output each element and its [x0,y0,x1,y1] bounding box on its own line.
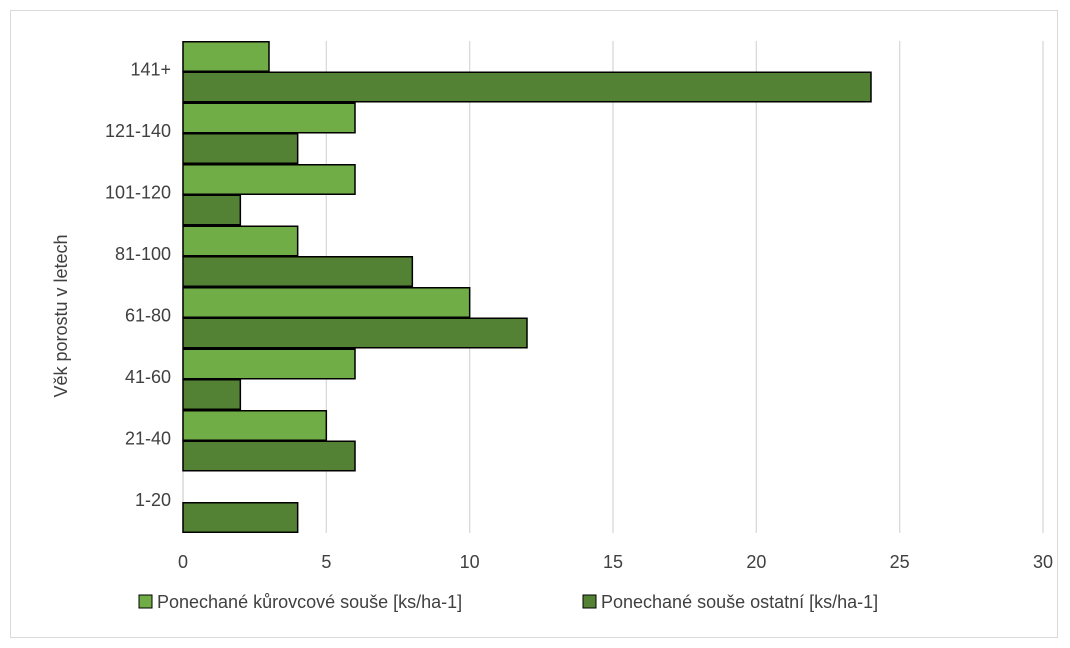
legend-swatch-series1 [138,594,153,609]
x-tick-label: 20 [746,552,766,572]
x-tick-label: 0 [178,552,188,572]
bar-series2-21-40 [182,440,356,472]
y-tick-label: 61-80 [125,306,171,326]
bar-series2-81-100 [182,256,414,287]
legend-label-series2: Ponechané souše ostatní [ks/ha-1] [601,592,878,612]
y-tick-label: 141+ [130,60,171,80]
x-tick-label: 25 [890,552,910,572]
y-tick-label: 41-60 [125,367,171,387]
bar-series1-61-80 [182,287,471,318]
chart-frame: 0 5 10 15 20 25 30 1-20 21-40 41-60 61-80 81-100 10… [10,10,1058,638]
y-tick-labels: 1-20 21-40 41-60 61-80 81-100 101-120 121-140 1… [105,60,171,511]
bar-series1-141+ [182,41,270,72]
bar-series2-41-60 [182,379,242,410]
bar-series2-121-140 [182,133,299,164]
bar-series1-101-120 [182,164,356,195]
x-tick-label: 10 [460,552,480,572]
legend: Ponechané kůrovcové souše [ks/ha-1] Ponec… [138,592,878,612]
bar-series2-101-120 [182,194,242,226]
bar-series1-121-140 [182,102,356,134]
legend-label-series1: Ponechané kůrovcové souše [ks/ha-1] [157,592,462,612]
bar-chart: 0 5 10 15 20 25 30 1-20 21-40 41-60 61-80 81-100 10… [51,41,1053,612]
y-tick-label: 81-100 [115,244,171,264]
y-tick-label: 121-140 [105,121,171,141]
y-tick-label: 1-20 [135,490,171,510]
y-axis-label: Věk porostu v letech [51,234,71,397]
legend-swatch-series2 [582,594,597,609]
y-tick-label: 101-120 [105,183,171,203]
bar-series2-1-20 [182,502,299,533]
bar-series1-21-40 [182,410,328,441]
bars [182,41,872,533]
x-tick-label: 15 [603,552,623,572]
x-tick-label: 30 [1033,552,1053,572]
bar-series2-141+ [182,71,872,103]
bar-series1-81-100 [182,225,299,257]
x-tick-label: 5 [321,552,331,572]
bar-series1-41-60 [182,348,356,380]
y-tick-label: 21-40 [125,429,171,449]
bar-series2-61-80 [182,317,528,349]
x-tick-labels: 0 5 10 15 20 25 30 [178,552,1053,572]
